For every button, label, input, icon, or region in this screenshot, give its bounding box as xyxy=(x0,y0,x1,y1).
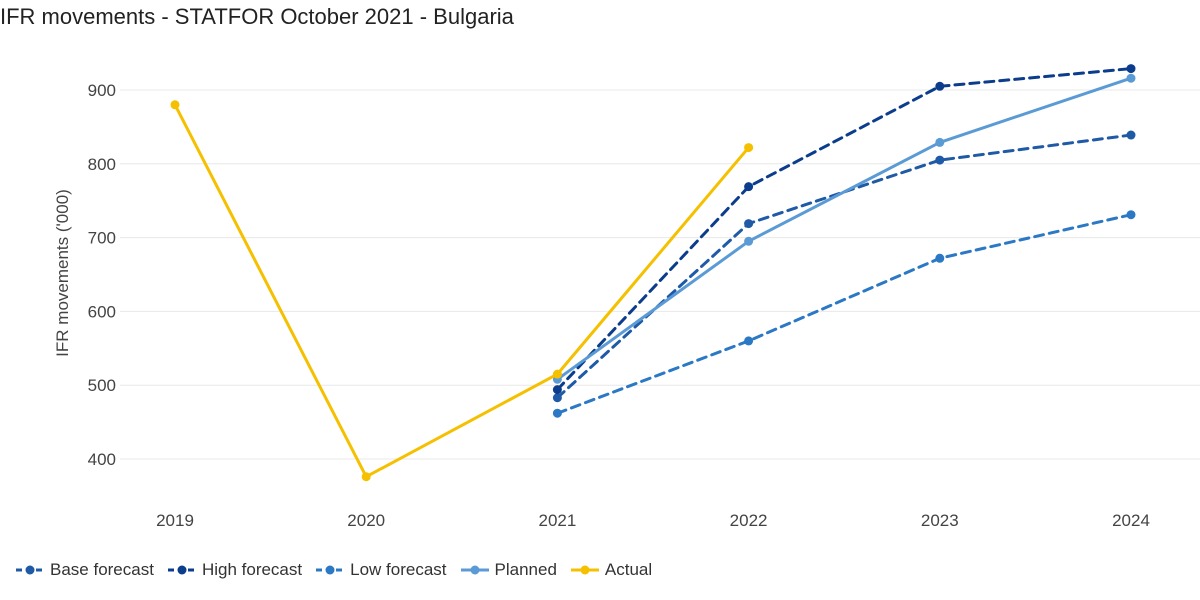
series-line xyxy=(555,133,1133,400)
data-point xyxy=(1126,64,1136,74)
x-tick-label: 2023 xyxy=(921,511,959,530)
legend-item: Planned xyxy=(459,560,557,580)
legend-swatch xyxy=(316,565,345,575)
data-point xyxy=(361,472,371,482)
data-point xyxy=(744,236,754,246)
legend-swatch xyxy=(16,565,44,575)
series-base-forecast xyxy=(552,130,1136,403)
legend-item: Low forecast xyxy=(314,560,447,580)
series-low-forecast xyxy=(552,210,1136,418)
y-tick-label: 600 xyxy=(88,302,116,321)
y-tick-label: 900 xyxy=(88,81,116,100)
legend-swatch xyxy=(570,565,599,575)
y-axis-title: IFR movements ('000) xyxy=(53,189,72,357)
y-tick-label: 700 xyxy=(88,229,116,248)
data-point xyxy=(744,219,754,229)
y-tick-label: 500 xyxy=(88,376,116,395)
y-axis-ticks: 400 500 600 700 800 900 xyxy=(88,81,116,469)
data-point xyxy=(935,137,945,147)
x-tick-label: 2024 xyxy=(1112,511,1150,530)
data-point xyxy=(552,393,562,403)
legend-item: High forecast xyxy=(166,560,302,580)
series-line xyxy=(555,67,1133,392)
x-tick-label: 2022 xyxy=(730,511,768,530)
series-high-forecast xyxy=(552,64,1136,395)
data-point xyxy=(552,408,562,418)
legend-swatch xyxy=(460,565,489,575)
data-point xyxy=(1126,73,1136,83)
legend-label: High forecast xyxy=(201,560,303,579)
data-point xyxy=(170,100,180,110)
data-point xyxy=(552,385,562,395)
data-point xyxy=(744,336,754,346)
series-actual xyxy=(170,100,754,482)
legend-swatch xyxy=(167,565,196,575)
series-line xyxy=(173,103,751,479)
legend-item: Base forecast xyxy=(14,560,154,580)
legend-label: Low forecast xyxy=(350,560,447,579)
legend-label: Planned xyxy=(494,560,557,579)
chart-title: IFR movements - STATFOR October 2021 - B… xyxy=(0,4,514,29)
legend-label: Actual xyxy=(604,560,653,579)
x-tick-label: 2021 xyxy=(538,511,576,530)
data-point xyxy=(1126,130,1136,140)
series-planned xyxy=(552,73,1136,384)
series-line xyxy=(555,213,1133,415)
x-tick-label: 2019 xyxy=(156,511,194,530)
series-line xyxy=(555,76,1133,381)
legend: Base forecast High forecast Low forecast Pl… xyxy=(14,560,664,580)
y-tick-label: 800 xyxy=(88,155,116,174)
y-tick-label: 400 xyxy=(88,450,116,469)
legend-item: Actual xyxy=(569,560,652,580)
series-lines xyxy=(170,64,1136,482)
data-point xyxy=(744,143,754,153)
data-point xyxy=(744,182,754,192)
data-point xyxy=(935,81,945,91)
data-point xyxy=(935,155,945,165)
data-point xyxy=(552,369,562,379)
x-axis-ticks: 2019 2020 2021 2022 2023 2024 xyxy=(156,511,1150,530)
data-point xyxy=(935,253,945,263)
legend-label: Base forecast xyxy=(50,560,154,579)
data-point xyxy=(1126,210,1136,220)
gridlines xyxy=(120,89,1200,460)
x-tick-label: 2020 xyxy=(347,511,385,530)
